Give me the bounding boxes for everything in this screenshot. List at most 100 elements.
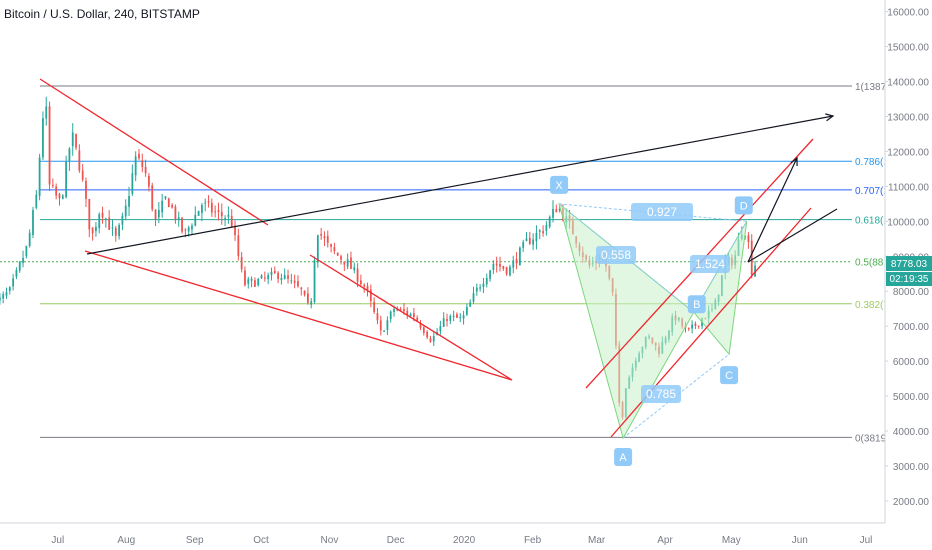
point-label-box bbox=[734, 196, 753, 215]
price-tick-label: 5000.00 bbox=[893, 392, 930, 403]
candle-body bbox=[363, 284, 366, 287]
candle-body bbox=[373, 301, 376, 312]
candle-body bbox=[542, 231, 544, 234]
candle-body bbox=[512, 260, 515, 268]
fib-level-label: 0(3819, bbox=[855, 433, 889, 444]
candle-body bbox=[111, 227, 114, 229]
harmonic-ratio-line bbox=[559, 203, 747, 222]
price-tick-label: 11000.00 bbox=[888, 182, 929, 193]
candle-body bbox=[326, 236, 329, 243]
candle-body bbox=[244, 270, 246, 286]
candle-body bbox=[138, 153, 140, 159]
candle-body bbox=[118, 225, 121, 237]
price-tick-label: 6000.00 bbox=[893, 357, 930, 368]
candle-body bbox=[85, 180, 87, 199]
candle-body bbox=[297, 281, 299, 287]
price-axis: 16000.00 15000.00 14000.00 13000.00 12000.00… bbox=[884, 0, 932, 523]
candle-body bbox=[273, 270, 276, 274]
candle-body bbox=[353, 267, 356, 271]
projection-arrowhead bbox=[825, 113, 835, 122]
candle-body bbox=[48, 106, 51, 185]
candle-body bbox=[356, 268, 359, 282]
point-label: B bbox=[693, 299, 700, 311]
trend-line bbox=[309, 254, 513, 381]
candle-body bbox=[68, 148, 71, 162]
candle-body bbox=[95, 226, 97, 231]
candle-body bbox=[472, 293, 475, 302]
candle-body bbox=[204, 202, 207, 204]
candle-body bbox=[300, 287, 303, 290]
candle-body bbox=[174, 206, 177, 220]
candle-body bbox=[548, 216, 551, 227]
time-tick-label: Jun bbox=[792, 535, 808, 546]
candle-body bbox=[22, 257, 24, 263]
candle-body bbox=[108, 217, 111, 230]
price-tick-label: 13000.00 bbox=[887, 112, 929, 123]
time-tick-label: Oct bbox=[253, 535, 269, 546]
candle-body bbox=[98, 214, 101, 229]
candle-body bbox=[555, 209, 558, 213]
candle-body bbox=[91, 227, 94, 234]
candle-body bbox=[449, 315, 452, 321]
candle-body bbox=[406, 310, 409, 316]
candle-body bbox=[465, 307, 468, 315]
point-label-box bbox=[550, 175, 569, 194]
candle-body bbox=[254, 280, 256, 287]
candle-body bbox=[290, 280, 293, 282]
candle-body bbox=[545, 224, 548, 231]
candle-body bbox=[101, 212, 104, 218]
candle-body bbox=[518, 247, 521, 266]
price-tick-label: 3000.00 bbox=[893, 462, 930, 473]
price-tick-label: 14000.00 bbox=[887, 78, 929, 89]
ratio-label: 0.927 bbox=[647, 205, 677, 219]
candle-body bbox=[386, 320, 389, 330]
candle-body bbox=[310, 301, 313, 305]
time-tick-label: Aug bbox=[117, 535, 135, 546]
candle-body bbox=[747, 235, 750, 243]
candle-body bbox=[442, 318, 445, 327]
candle-body bbox=[459, 316, 462, 318]
candle-body bbox=[399, 308, 402, 310]
fib-level-label: 1(13872 bbox=[855, 82, 892, 93]
candle-body bbox=[383, 330, 385, 332]
candle-body bbox=[456, 314, 458, 318]
candle-body bbox=[207, 201, 210, 203]
candle-body bbox=[2, 294, 5, 299]
fib-level-label: 0.618(1 bbox=[855, 216, 889, 227]
candle-body bbox=[270, 271, 273, 275]
projection-arrow bbox=[747, 157, 798, 263]
time-tick-label: Mar bbox=[588, 535, 606, 546]
candle-body bbox=[78, 150, 81, 171]
candle-body bbox=[558, 208, 561, 211]
candle-body bbox=[403, 308, 405, 312]
candle-body bbox=[32, 210, 34, 236]
candle-body bbox=[51, 185, 54, 187]
candle-body bbox=[61, 195, 64, 199]
candle-body bbox=[475, 287, 478, 292]
point-label-box bbox=[687, 295, 706, 314]
candle-body bbox=[260, 275, 263, 279]
candle-body bbox=[75, 133, 77, 148]
candle-body bbox=[234, 225, 236, 236]
candle-body bbox=[452, 315, 455, 317]
candle-body bbox=[247, 279, 250, 284]
candle-body bbox=[267, 275, 270, 280]
candle-body bbox=[416, 317, 419, 322]
candle-body bbox=[114, 227, 117, 236]
trend-line bbox=[39, 78, 269, 226]
candle-body bbox=[177, 217, 180, 221]
candle-body bbox=[754, 265, 756, 277]
candle-body bbox=[12, 278, 15, 287]
candle-body bbox=[333, 247, 336, 252]
projection-line bbox=[747, 208, 838, 263]
time-tick-label: Jul bbox=[51, 535, 64, 546]
candle-body bbox=[124, 205, 127, 217]
price-tick-label: 7000.00 bbox=[893, 322, 930, 333]
current-price-label: 8778.03 bbox=[891, 259, 928, 270]
candle-body bbox=[181, 217, 183, 232]
candle-body bbox=[128, 195, 130, 207]
fib-level-label: 0.707(1 bbox=[855, 186, 889, 197]
candle-body bbox=[164, 196, 167, 199]
candle-body bbox=[18, 262, 21, 271]
